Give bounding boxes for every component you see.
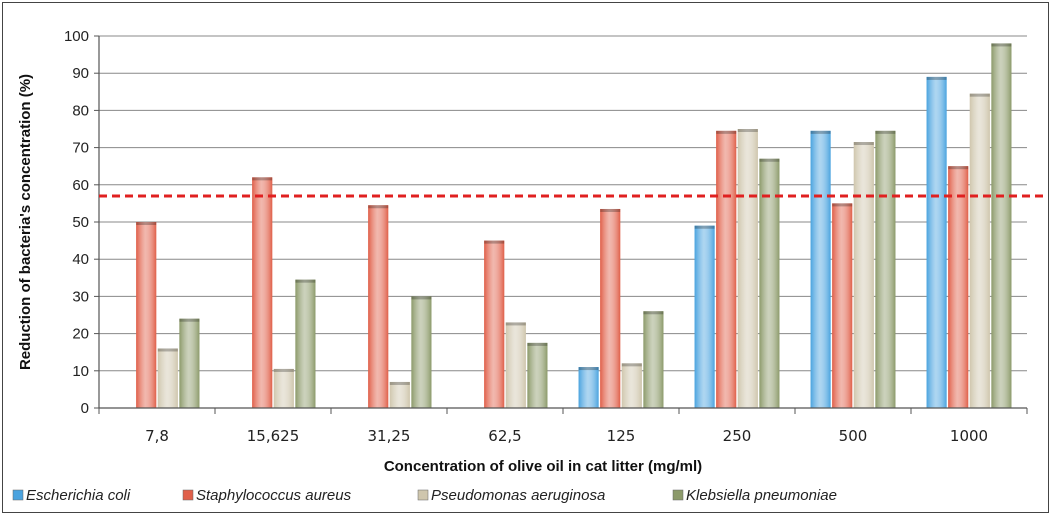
bar-gloss (853, 142, 874, 408)
bar-top-edge (368, 205, 389, 209)
bar-gloss (948, 166, 969, 408)
bar-gloss (273, 368, 294, 408)
bar-top-edge (527, 342, 548, 346)
legend-label: Escherichia coli (26, 487, 131, 504)
y-tick-label: 60 (72, 177, 89, 194)
y-tick-label: 40 (72, 251, 89, 268)
bar-chart: 0 10 20 30 40 50 60 70 80 90 100 7,8 15,625 31,25 62,… (12, 28, 1047, 504)
bar-top-edge (600, 208, 621, 212)
y-tick-labels: 0 10 20 30 40 50 60 70 80 90 100 (64, 28, 99, 417)
bar-top-edge (252, 177, 273, 181)
x-tick-label: 7,8 (145, 427, 169, 445)
bar-gloss (759, 158, 780, 408)
legend-label: Staphylococcus aureus (196, 487, 352, 504)
bar-gloss (810, 130, 831, 409)
bar-gloss (643, 311, 664, 408)
bar-gloss (926, 76, 947, 409)
y-tick-label: 10 (72, 363, 89, 380)
bar-top-edge (505, 322, 526, 326)
x-tick-label: 31,25 (368, 427, 411, 445)
bar-top-edge (621, 363, 642, 367)
bar-gloss (136, 222, 157, 408)
bar-gloss (969, 93, 990, 408)
bar-gloss (737, 129, 758, 408)
bar-gloss (600, 208, 621, 408)
x-tick-labels: 7,8 15,625 31,25 62,5 125 250 500 1000 (145, 427, 988, 445)
legend-label: Klebsiella pneumoniae (686, 487, 837, 504)
y-tick-label: 50 (72, 214, 89, 231)
y-tick-label: 70 (72, 140, 89, 157)
y-tick-label: 80 (72, 102, 89, 119)
bar-top-edge (716, 130, 737, 134)
bar-gloss (991, 43, 1012, 408)
bar-gloss (179, 318, 200, 408)
bar-top-edge (643, 311, 664, 315)
bar-gloss (368, 205, 389, 408)
bar-top-edge (484, 240, 505, 244)
bar-top-edge (969, 93, 990, 97)
bar-top-edge (157, 348, 178, 352)
bar-gloss (832, 203, 853, 408)
legend-item-escherichia-coli: Escherichia coli (12, 487, 131, 504)
bar-top-edge (875, 130, 896, 134)
y-tick-label: 0 (81, 400, 89, 417)
bar-top-edge (926, 76, 947, 80)
legend-swatch (12, 489, 24, 501)
bar-top-edge (948, 166, 969, 170)
x-tick-label: 250 (723, 427, 752, 445)
x-tick-label: 1000 (950, 427, 988, 445)
bar-top-edge (810, 130, 831, 134)
bar-top-edge (273, 368, 294, 372)
y-tick-label: 30 (72, 288, 89, 305)
bar-gloss (578, 367, 599, 408)
legend-item-pseudomonas-aeruginosa: Pseudomonas aeruginosa (417, 487, 605, 504)
y-axis-title: Reduction of bacteria's concentration (%… (17, 74, 34, 370)
bar-gloss (621, 363, 642, 408)
legend-swatch (417, 489, 429, 501)
bar-gloss (252, 177, 273, 408)
legend-item-klebsiella-pneumoniae: Klebsiella pneumoniae (672, 487, 837, 504)
bar-gloss (411, 296, 432, 408)
bar-top-edge (694, 225, 715, 229)
y-tick-label: 90 (72, 65, 89, 82)
bar-top-edge (578, 367, 599, 371)
x-tick-label: 500 (839, 427, 868, 445)
bar-top-edge (759, 158, 780, 162)
y-tick-label: 100 (64, 28, 89, 45)
bar-top-edge (179, 318, 200, 322)
x-tick-label: 15,625 (247, 427, 300, 445)
bar-gloss (157, 348, 178, 408)
x-tick-label: 62,5 (488, 427, 521, 445)
bars (136, 43, 1012, 409)
bar-top-edge (991, 43, 1012, 47)
bar-top-edge (295, 279, 316, 283)
bar-top-edge (136, 222, 157, 225)
bar-gloss (875, 130, 896, 409)
legend-swatch (672, 489, 684, 501)
x-axis-title: Concentration of olive oil in cat litter… (384, 458, 702, 475)
axes (98, 36, 1028, 414)
bar-top-edge (737, 129, 758, 132)
bar-gloss (694, 225, 715, 408)
bar-top-edge (853, 142, 874, 146)
bar-gloss (716, 130, 737, 409)
legend: Escherichia coli Staphylococcus aureus Pse… (12, 487, 837, 504)
bar-top-edge (389, 381, 410, 385)
bar-gloss (484, 240, 505, 408)
legend-item-staphylococcus-aureus: Staphylococcus aureus (182, 487, 352, 504)
y-tick-label: 20 (72, 326, 89, 343)
bar-gloss (295, 279, 316, 408)
legend-swatch (182, 489, 194, 501)
bar-gloss (505, 322, 526, 408)
bar-top-edge (411, 296, 432, 300)
x-tick-label: 125 (607, 427, 636, 445)
bar-top-edge (832, 203, 853, 207)
legend-label: Pseudomonas aeruginosa (431, 487, 605, 504)
chart-frame: 0 10 20 30 40 50 60 70 80 90 100 7,8 15,625 31,25 62,… (2, 2, 1049, 513)
bar-gloss (527, 342, 548, 408)
bar-gloss (389, 381, 410, 408)
